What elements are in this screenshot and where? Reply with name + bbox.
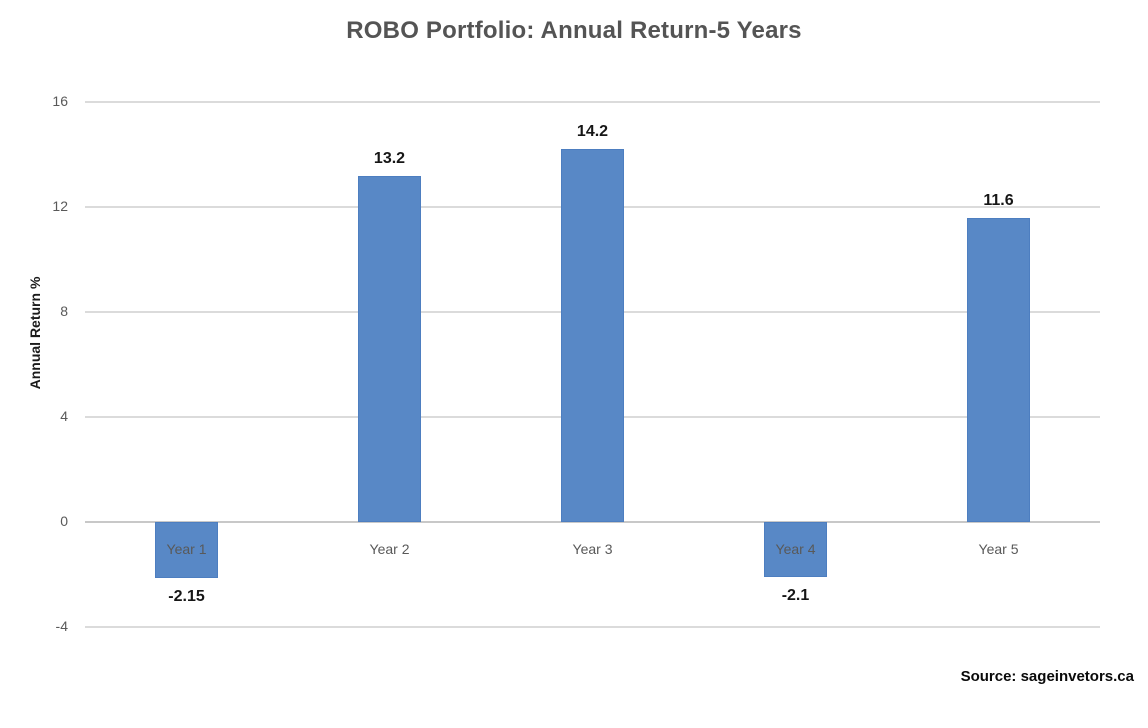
y-axis-title: Annual Return % bbox=[27, 276, 43, 390]
category-label: Year 4 bbox=[775, 541, 816, 557]
bar bbox=[967, 217, 1030, 522]
y-tick-label: 4 bbox=[60, 408, 68, 424]
bar-value-label: -2.1 bbox=[781, 587, 810, 605]
category-label: Year 3 bbox=[572, 541, 613, 557]
bar bbox=[155, 522, 218, 579]
chart-title: ROBO Portfolio: Annual Return-5 Years bbox=[346, 17, 802, 44]
bar bbox=[764, 522, 827, 578]
category-label: Year 1 bbox=[166, 541, 207, 557]
bar bbox=[561, 149, 624, 522]
gridline bbox=[85, 626, 1100, 628]
gridline bbox=[85, 521, 1100, 523]
gridline bbox=[85, 101, 1100, 103]
y-tick-label: 16 bbox=[52, 93, 68, 109]
source-note: Source: sageinvetors.ca bbox=[960, 668, 1134, 685]
category-label: Year 2 bbox=[369, 541, 410, 557]
bar-value-label: -2.15 bbox=[168, 588, 205, 606]
y-tick-label: 0 bbox=[60, 513, 68, 529]
bar-value-label: 14.2 bbox=[576, 123, 609, 141]
y-tick-label: 12 bbox=[52, 198, 68, 214]
category-label: Year 5 bbox=[978, 541, 1019, 557]
y-tick-label: -4 bbox=[55, 618, 68, 634]
plot-area: -2.15 Year 1 13.2 Year 2 14.2 Year 3 -2.1 Year … bbox=[85, 101, 1100, 628]
bar bbox=[358, 175, 421, 522]
bar-value-label: 11.6 bbox=[983, 191, 1014, 209]
bar-value-label: 13.2 bbox=[373, 149, 406, 167]
y-tick-label: 8 bbox=[60, 303, 68, 319]
